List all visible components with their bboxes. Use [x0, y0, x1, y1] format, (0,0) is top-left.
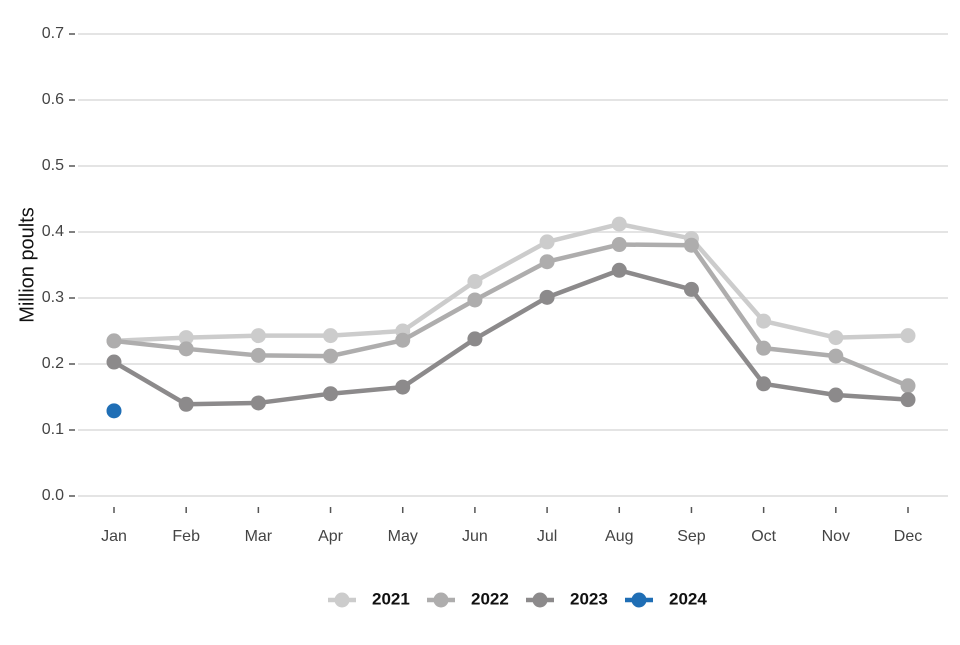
data-point-2023-Nov	[828, 387, 844, 403]
data-point-2022-Jul	[539, 254, 555, 270]
data-point-2022-Jun	[467, 292, 483, 308]
data-point-2024-Jan	[106, 403, 122, 419]
x-tick-label: May	[388, 528, 418, 545]
legend-item-2021: 2021	[328, 589, 410, 608]
data-point-2022-Oct	[756, 340, 772, 356]
legend-swatch-point	[532, 592, 548, 608]
x-tick-label: Oct	[751, 528, 776, 545]
data-point-2021-Jun	[467, 274, 483, 289]
y-axis-title: Million poults	[16, 207, 38, 323]
y-tick-label: 0.0	[42, 487, 64, 504]
gridlines	[78, 33, 948, 497]
y-axis: 0.0 0.1 0.2 0.3 0.4 0.5 0.6 0.7	[42, 25, 75, 504]
x-tick-label: Apr	[318, 528, 344, 545]
data-point-2023-Oct	[756, 376, 772, 392]
y-tick-label: 0.2	[42, 355, 64, 372]
x-tick-label: Feb	[172, 528, 200, 545]
x-tick-label: Dec	[894, 528, 922, 545]
series	[106, 216, 916, 419]
legend-label: 2022	[471, 589, 509, 608]
data-point-2023-Apr	[323, 386, 339, 402]
data-point-2021-Oct	[756, 313, 772, 329]
data-point-2021-Feb	[178, 330, 194, 346]
series-line-2022	[111, 242, 911, 389]
y-tick-label: 0.7	[42, 25, 64, 42]
legend-swatch-point	[433, 592, 449, 608]
legend-label: 2021	[372, 589, 410, 608]
legend-swatch-point	[334, 592, 350, 608]
data-point-2021-Jul	[539, 234, 555, 250]
legend: 2021 2022 2023 2024	[328, 589, 707, 608]
data-point-2022-Mar	[250, 347, 266, 363]
data-point-2023-Jan	[106, 354, 122, 370]
series-2024	[106, 403, 122, 419]
x-tick-label: Sep	[677, 528, 706, 545]
legend-item-2023: 2023	[526, 589, 608, 608]
legend-label: 2024	[669, 589, 707, 608]
data-point-2023-Aug	[611, 262, 627, 278]
data-point-2023-Dec	[900, 392, 916, 408]
legend-item-2024: 2024	[625, 589, 707, 608]
x-axis: Jan Feb Mar Apr May Jun Jul Aug Sep Oct Nov Dec	[101, 507, 922, 545]
data-point-2023-Jul	[539, 289, 555, 305]
data-point-2023-Feb	[178, 396, 194, 412]
x-tick-label: Jul	[537, 528, 557, 545]
x-tick-label: Jan	[101, 528, 127, 545]
y-tick-label: 0.6	[42, 91, 64, 108]
x-tick-label: Nov	[822, 528, 850, 545]
legend-item-2022: 2022	[427, 589, 509, 608]
data-point-2021-Mar	[250, 328, 266, 344]
series-line-2023	[111, 268, 911, 407]
data-point-2023-Mar	[250, 395, 266, 411]
x-tick-label: Mar	[245, 528, 273, 545]
series-line-2021	[111, 221, 911, 344]
legend-label: 2023	[570, 589, 608, 608]
y-tick-label: 0.3	[42, 289, 64, 306]
data-point-2023-Sep	[683, 281, 699, 297]
legend-swatch-point	[631, 592, 647, 608]
data-point-2022-May	[395, 332, 411, 348]
data-point-2022-Dec	[900, 378, 916, 394]
data-point-2022-Sep	[683, 237, 699, 253]
data-point-2022-Nov	[828, 348, 844, 364]
data-point-2023-Jun	[467, 331, 483, 347]
y-tick-label: 0.5	[42, 157, 64, 174]
y-tick-label: 0.1	[42, 421, 64, 438]
x-tick-label: Aug	[605, 528, 633, 545]
data-point-2022-Jan	[106, 333, 122, 349]
data-point-2021-Dec	[900, 328, 916, 344]
data-point-2022-Apr	[323, 348, 339, 364]
data-point-2022-Feb	[178, 341, 194, 357]
x-tick-label: Jun	[462, 528, 488, 545]
data-point-2021-Aug	[611, 216, 627, 232]
y-tick-label: 0.4	[42, 223, 64, 240]
series-2023	[106, 262, 916, 412]
series-2022	[106, 237, 916, 394]
data-point-2021-Nov	[828, 330, 844, 346]
data-point-2022-Aug	[611, 237, 627, 253]
data-point-2021-Apr	[323, 328, 339, 344]
data-point-2023-May	[395, 379, 411, 395]
